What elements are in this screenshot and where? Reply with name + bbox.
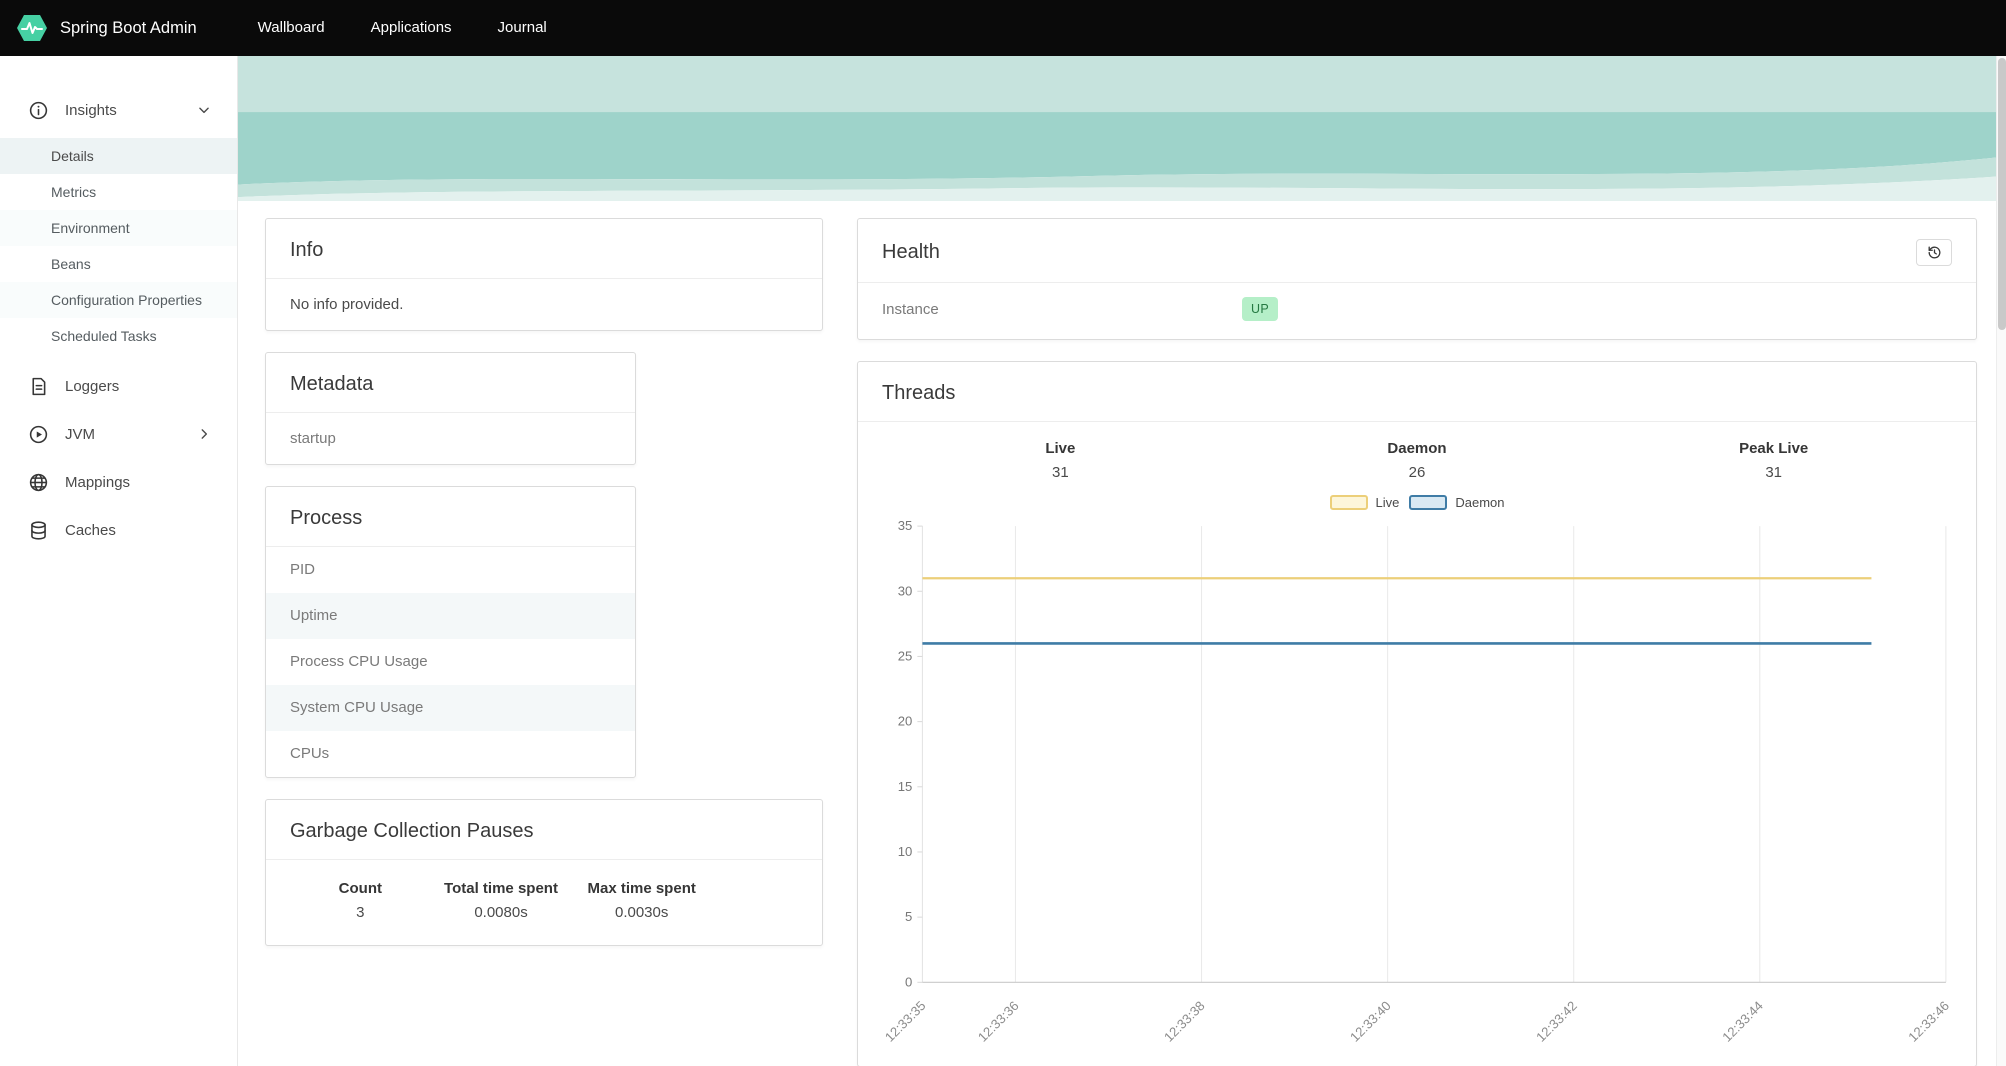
scrollbar[interactable] — [1996, 56, 2006, 1066]
metadata-row-startup: startup — [290, 430, 336, 447]
threads-card: Threads Live 31 Daemon 26 Peak Live — [857, 361, 1977, 1066]
threads-stat-daemon: Daemon 26 — [1387, 440, 1447, 481]
info-card-title: Info — [290, 239, 324, 261]
sidebar-insights-label: Insights — [65, 101, 117, 119]
svg-text:0: 0 — [905, 974, 912, 989]
svg-text:12:33:35: 12:33:35 — [882, 998, 929, 1045]
sidebar-item-mappings[interactable]: Mappings — [0, 458, 237, 506]
file-text-icon — [28, 376, 49, 397]
process-row-system-cpu-usage: System CPU Usage — [266, 685, 635, 731]
gc-stat-count: Count 3 — [338, 880, 382, 921]
status-badge-up: UP — [1242, 297, 1278, 321]
insights-submenu: Details Metrics Environment Beans Config… — [0, 138, 237, 354]
health-instance-label: Instance — [882, 300, 939, 318]
brand-title: Spring Boot Admin — [60, 18, 197, 37]
svg-text:25: 25 — [898, 648, 913, 663]
info-empty-text: No info provided. — [290, 296, 404, 313]
svg-text:12:33:36: 12:33:36 — [975, 998, 1022, 1045]
sidebar-item-metrics[interactable]: Metrics — [51, 184, 97, 200]
gc-pauses-card: Garbage Collection Pauses Count 3 Total … — [265, 799, 823, 946]
health-card: Health Instance UP — [857, 218, 1977, 340]
chart-legend: Live Daemon — [858, 487, 1976, 512]
info-icon — [28, 100, 49, 121]
sidebar-item-scheduled-tasks[interactable]: Scheduled Tasks — [51, 328, 157, 344]
svg-text:20: 20 — [898, 714, 913, 729]
sidebar-item-configuration-properties[interactable]: Configuration Properties — [0, 282, 237, 318]
info-card: Info No info provided. — [265, 218, 823, 331]
spring-boot-admin-logo-icon — [16, 12, 48, 44]
process-row-cpus: CPUs — [290, 745, 330, 762]
svg-text:12:33:44: 12:33:44 — [1719, 998, 1766, 1045]
svg-text:30: 30 — [898, 583, 913, 598]
legend-item-live[interactable]: Live — [1329, 495, 1399, 510]
nav-wallboard[interactable]: Wallboard — [257, 19, 325, 36]
svg-text:12:33:46: 12:33:46 — [1905, 998, 1952, 1045]
process-row-pid: PID — [290, 561, 316, 578]
health-card-title: Health — [882, 241, 940, 263]
svg-text:15: 15 — [898, 779, 913, 794]
sidebar-item-environment[interactable]: Environment — [0, 210, 237, 246]
svg-text:12:33:42: 12:33:42 — [1533, 998, 1580, 1045]
svg-text:35: 35 — [898, 518, 913, 533]
gc-stat-max-time: Max time spent 0.0030s — [587, 880, 696, 921]
history-icon — [1928, 246, 1940, 259]
process-card: Process PID Uptime Process CPU Usage Sys… — [265, 486, 636, 778]
globe-icon — [28, 472, 49, 493]
play-circle-icon — [28, 424, 49, 445]
threads-chart: 12:33:35 12:33:36 12:33:38 12:33:40 12:33:42… — [858, 512, 1976, 1066]
threads-line-chart: 12:33:35 12:33:36 12:33:38 12:33:40 12:33:42… — [882, 518, 1952, 1045]
sidebar-item-details[interactable]: Details — [0, 138, 237, 174]
scrollbar-thumb[interactable] — [1998, 58, 2006, 330]
brand-home-link[interactable]: Spring Boot Admin — [16, 12, 221, 44]
svg-text:5: 5 — [905, 909, 912, 924]
legend-swatch-daemon — [1409, 495, 1448, 510]
nav-applications[interactable]: Applications — [370, 19, 452, 36]
svg-text:10: 10 — [898, 844, 913, 859]
health-history-button[interactable] — [1916, 239, 1952, 266]
process-rows: PID Uptime Process CPU Usage System CPU … — [266, 547, 635, 777]
sidebar: Insights Details Metrics Environment Bea… — [0, 56, 238, 1066]
header-wave-decoration — [238, 56, 2006, 201]
metadata-card-title: Metadata — [290, 373, 374, 395]
health-row-instance: Instance UP — [858, 283, 1976, 339]
database-icon — [28, 520, 49, 541]
sidebar-item-jvm[interactable]: JVM — [0, 410, 237, 458]
gc-card-title: Garbage Collection Pauses — [290, 820, 534, 842]
gc-stats: Count 3 Total time spent 0.0080s Max tim… — [266, 860, 822, 945]
chevron-right-icon — [197, 427, 211, 441]
main-content: Info No info provided. Metadata startup … — [238, 56, 2006, 1066]
top-navbar: Spring Boot Admin Wallboard Applications… — [0, 0, 2006, 56]
legend-swatch-live — [1329, 495, 1368, 510]
svg-text:12:33:40: 12:33:40 — [1347, 998, 1394, 1045]
chevron-down-icon — [197, 103, 211, 117]
gc-stat-total-time: Total time spent 0.0080s — [444, 880, 558, 921]
threads-stat-peak-live: Peak Live 31 — [1739, 440, 1809, 481]
threads-stats: Live 31 Daemon 26 Peak Live 31 — [858, 422, 1976, 487]
metadata-card: Metadata startup — [265, 352, 636, 465]
sidebar-item-insights[interactable]: Insights — [0, 90, 237, 130]
process-card-title: Process — [290, 507, 363, 529]
threads-stat-live: Live 31 — [1045, 440, 1076, 481]
sidebar-item-loggers[interactable]: Loggers — [0, 362, 237, 410]
svg-text:12:33:38: 12:33:38 — [1161, 998, 1208, 1045]
process-row-process-cpu-usage: Process CPU Usage — [290, 653, 428, 670]
nav-journal[interactable]: Journal — [497, 19, 547, 36]
threads-card-title: Threads — [882, 382, 956, 404]
sidebar-item-caches[interactable]: Caches — [0, 506, 237, 554]
process-row-uptime: Uptime — [266, 593, 635, 639]
sidebar-item-beans[interactable]: Beans — [51, 256, 91, 272]
legend-item-daemon[interactable]: Daemon — [1409, 495, 1505, 510]
